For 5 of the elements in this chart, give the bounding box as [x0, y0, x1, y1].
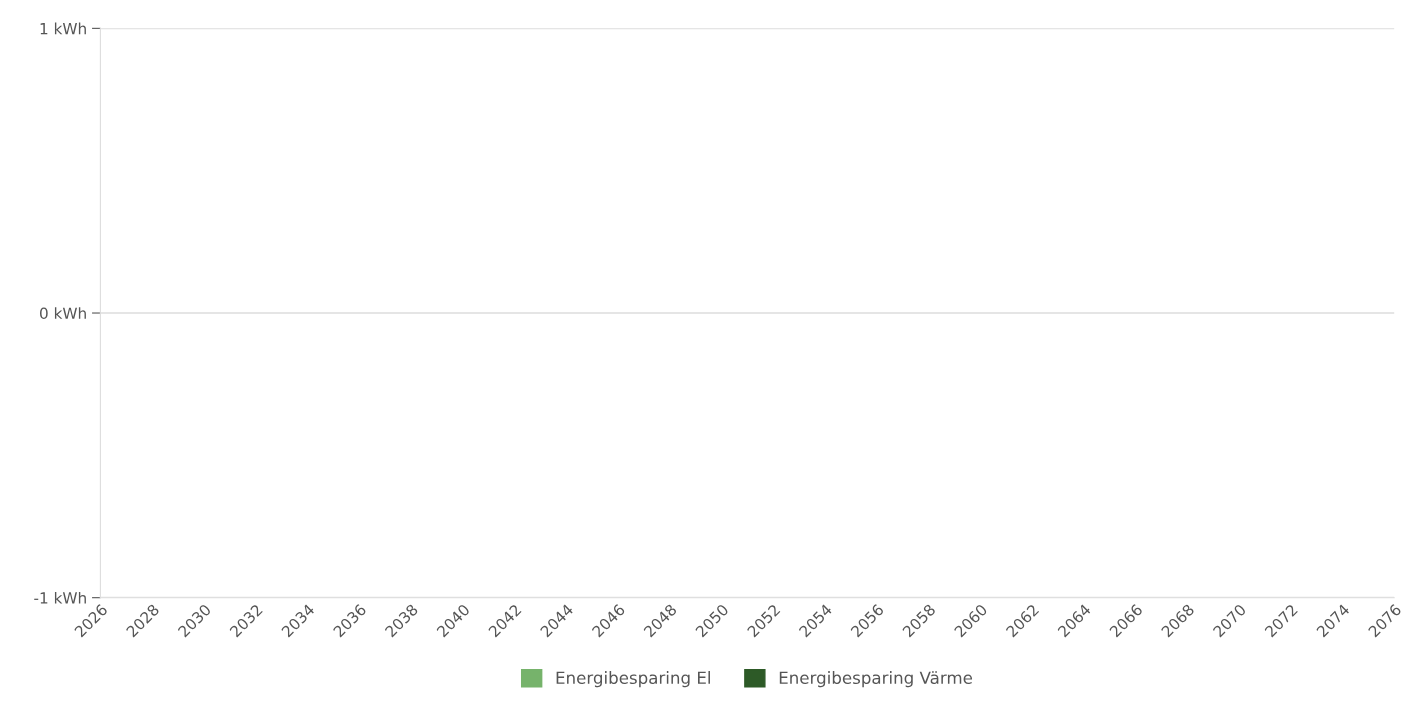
y-tick-label: 1 kWh: [40, 22, 86, 35]
y-tick-label: 0 kWh: [40, 307, 86, 320]
legend-label: Energibesparing Värme: [779, 671, 973, 688]
y-tick-label: -1 kWh: [34, 591, 86, 604]
legend-label: Energibesparing El: [556, 671, 710, 688]
